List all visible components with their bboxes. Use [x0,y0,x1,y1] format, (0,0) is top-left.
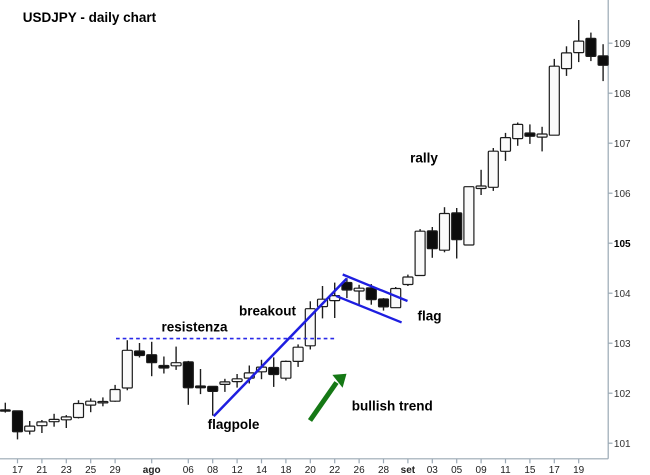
svg-text:breakout: breakout [239,303,297,318]
svg-text:19: 19 [573,465,585,475]
svg-text:flagpole: flagpole [208,417,260,432]
svg-text:23: 23 [61,465,73,475]
svg-text:21: 21 [36,465,48,475]
svg-text:ago: ago [143,465,161,475]
svg-text:106: 106 [614,189,631,200]
svg-text:103: 103 [614,339,631,350]
svg-text:109: 109 [614,39,631,50]
svg-text:22: 22 [329,465,341,475]
svg-text:15: 15 [524,465,536,475]
svg-text:03: 03 [427,465,439,475]
svg-text:rally: rally [410,151,438,166]
svg-text:20: 20 [305,465,317,475]
svg-text:108: 108 [614,89,631,100]
svg-text:11: 11 [500,465,511,475]
svg-text:102: 102 [614,389,631,400]
svg-text:set: set [401,465,416,475]
svg-text:104: 104 [614,289,631,300]
svg-text:18: 18 [280,465,292,475]
svg-text:USDJPY - daily chart: USDJPY - daily chart [23,10,157,25]
svg-text:26: 26 [354,465,366,475]
svg-text:105: 105 [614,239,631,250]
svg-text:06: 06 [183,465,195,475]
svg-text:28: 28 [378,465,390,475]
svg-text:flag: flag [417,309,441,324]
svg-text:29: 29 [110,465,122,475]
svg-text:17: 17 [12,465,24,475]
svg-text:101: 101 [614,439,631,450]
svg-text:14: 14 [256,465,268,475]
svg-text:resistenza: resistenza [161,320,228,335]
svg-text:05: 05 [451,465,463,475]
svg-text:17: 17 [549,465,561,475]
svg-text:12: 12 [232,465,244,475]
svg-text:25: 25 [85,465,97,475]
svg-text:bullish trend: bullish trend [352,398,433,413]
svg-text:107: 107 [614,139,631,150]
svg-text:08: 08 [207,465,219,475]
svg-text:09: 09 [476,465,488,475]
